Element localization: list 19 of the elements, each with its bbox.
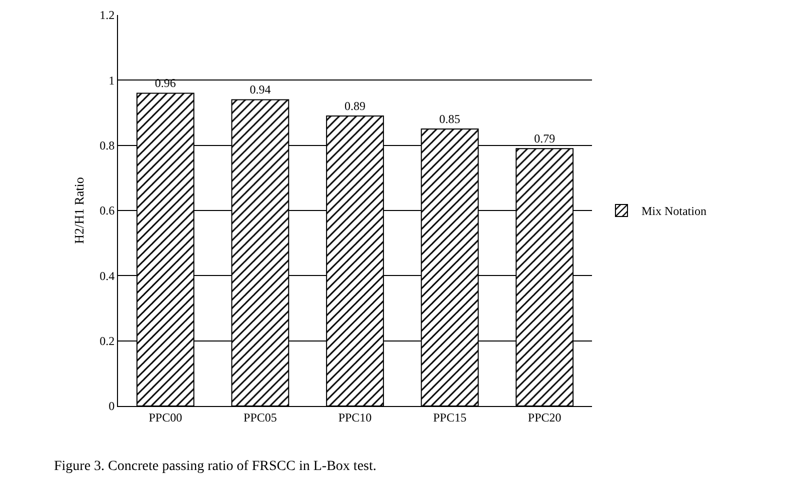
data-label: 0.94 xyxy=(250,82,271,97)
x-tick-label: PPC15 xyxy=(433,410,466,424)
data-label: 0.79 xyxy=(534,132,556,146)
text: Mix Notation xyxy=(641,204,706,218)
data-label: 0.89 xyxy=(344,99,366,114)
y-tick-label: 1.2 xyxy=(100,8,115,22)
x-tick-label: PPC20 xyxy=(528,410,562,424)
x-tick-label: PPC00 xyxy=(148,410,182,424)
y-tick-label: 0.2 xyxy=(100,334,115,348)
caption: Figure 3. Concrete passing ratio of FRSCC in L-Box test. xyxy=(54,459,376,474)
y-tick-label: 0 xyxy=(108,399,115,414)
y-axis-title: H2/H1 Ratio xyxy=(72,177,87,244)
x-tick-label: PPC10 xyxy=(338,410,372,424)
y-tick-label: 0.8 xyxy=(100,138,115,153)
y-tick-label: 0.6 xyxy=(100,204,115,218)
y-tick-label: 1 xyxy=(108,73,115,88)
data-label: 0.85 xyxy=(439,112,460,126)
y-tick-label: 0.4 xyxy=(100,268,115,283)
x-tick-label: PPC05 xyxy=(244,410,277,424)
